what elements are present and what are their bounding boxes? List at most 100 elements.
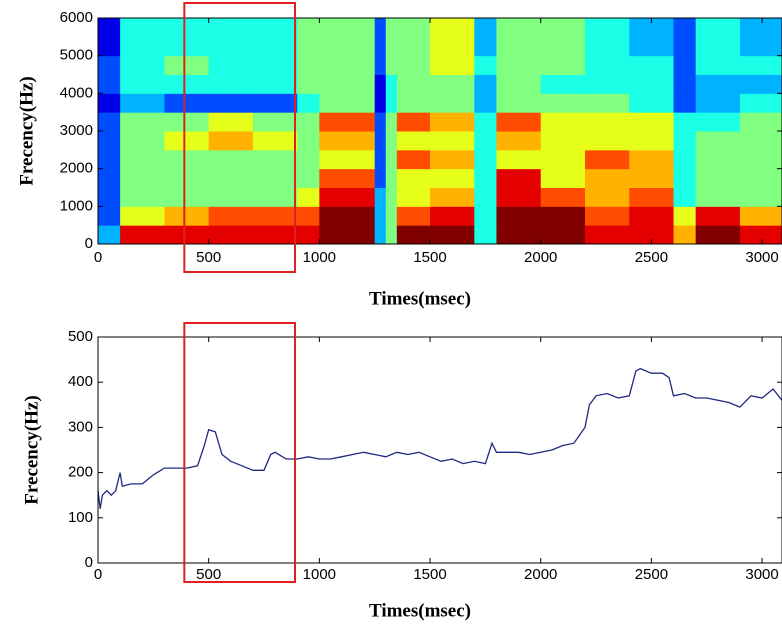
heatmap-cell [98,187,121,207]
heatmap-cell [297,18,320,57]
heatmap-cell [496,18,542,57]
heatmap-cell [319,55,376,75]
heatmap-cell [430,74,475,94]
heatmap-cell [430,187,475,207]
heatmap-cell [496,93,542,113]
heatmap-cell [319,131,376,151]
heatmap-cell [120,18,165,57]
heatmap-cell [629,55,675,75]
heatmap-cell [120,206,165,226]
heatmap-cell [629,187,675,207]
heatmap-cell [540,18,586,57]
heatmap-cell [629,93,675,113]
heatmap-cell [252,206,298,226]
heatmap-cell [208,112,254,132]
heatmap-cell [385,131,398,151]
heatmap-cell [319,112,376,132]
x-tick-label: 2500 [635,249,668,266]
heatmap-cell [120,131,165,151]
heatmap-cell [584,55,630,75]
heatmap-cell [396,131,431,151]
heatmap-cell [396,74,431,94]
heatmap-cell [120,93,165,113]
heatmap-cell [430,18,475,57]
heatmap-cell [120,187,165,207]
heatmap-cell [496,206,542,226]
heatmap-cell [695,93,741,113]
heatmap-cell [430,93,475,113]
heatmap-cell [374,149,387,170]
heatmap-cell [396,55,431,75]
heatmap-cell [164,149,210,170]
x-tick-label: 1500 [413,566,446,583]
y-tick-label: 5000 [60,47,93,64]
x-tick-label: 2000 [524,566,557,583]
heatmap-cell [297,93,320,113]
heatmap-cell [164,131,210,151]
heatmap-cell [98,168,121,188]
y-tick-label: 1000 [60,197,93,214]
heatmap-cell [629,74,675,94]
heatmap-cell [584,168,630,188]
heatmap-cell [374,206,387,226]
heatmap-cell [496,168,542,188]
y-tick-label: 100 [68,509,93,526]
heatmap-cell [374,168,387,188]
heatmap-cell [164,225,210,245]
heatmap-cell [673,55,697,75]
heatmap-cell [673,112,697,132]
heatmap-cell [474,149,497,170]
heatmap-cell [396,93,431,113]
heatmap-cell [385,55,398,75]
y-tick-label: 6000 [60,9,93,26]
heatmap-cell [164,93,210,113]
heatmap-cell [739,112,782,132]
heatmap-cell [430,206,475,226]
heatmap-cell [673,168,697,188]
heatmap-cell [540,206,586,226]
x-tick-label: 0 [94,249,102,266]
x-tick-label: 500 [196,249,221,266]
heatmap-cell [695,225,741,245]
heatmap-cell [496,112,542,132]
heatmap-cell [252,187,298,207]
heatmap-cell [430,168,475,188]
heatmap-cell [496,187,542,207]
heatmap-cell [98,206,121,226]
heatmap-cell [98,18,121,57]
heatmap-cell [374,225,387,245]
heatmap-cell [739,131,782,151]
y-tick-label: 0 [85,554,93,571]
heatmap-cell [374,93,387,113]
heatmap-cell [584,225,630,245]
heatmap-cell [374,187,387,207]
y-tick-label: 0 [85,235,93,252]
x-tick-label: 2500 [635,566,668,583]
heatmap-cell [297,206,320,226]
heatmap-cell [474,225,497,245]
heatmap-cell [208,18,254,57]
x-axis-title: Times(msec) [369,288,471,309]
heatmap-cell [208,149,254,170]
heatmap-cell [540,168,586,188]
heatmap-cell [695,168,741,188]
heatmap-cell [319,168,376,188]
heatmap-cell [739,168,782,188]
heatmap-cell [540,93,586,113]
heatmap-cell [252,112,298,132]
heatmap-cell [374,74,387,94]
heatmap-cell [208,168,254,188]
heatmap-cell [629,112,675,132]
x-axis-title: Times(msec) [369,600,471,621]
heatmap-cell [739,187,782,207]
heatmap-cell [739,149,782,170]
heatmap-cell [252,168,298,188]
heatmap-cell [208,55,254,75]
heatmap-cell [629,206,675,226]
heatmap-cell [252,131,298,151]
heatmap-cell [629,168,675,188]
heatmap-cell [385,168,398,188]
x-tick-label: 3000 [745,249,778,266]
heatmap-cell [374,18,387,57]
heatmap-cell [297,225,320,245]
